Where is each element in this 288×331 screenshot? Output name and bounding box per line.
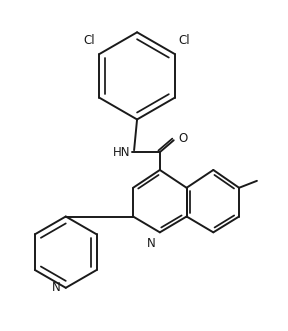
Text: N: N [147, 237, 156, 250]
Text: N: N [52, 281, 61, 294]
Text: Cl: Cl [84, 34, 95, 47]
Text: HN: HN [113, 146, 130, 159]
Text: O: O [179, 132, 188, 145]
Text: Cl: Cl [179, 34, 190, 47]
